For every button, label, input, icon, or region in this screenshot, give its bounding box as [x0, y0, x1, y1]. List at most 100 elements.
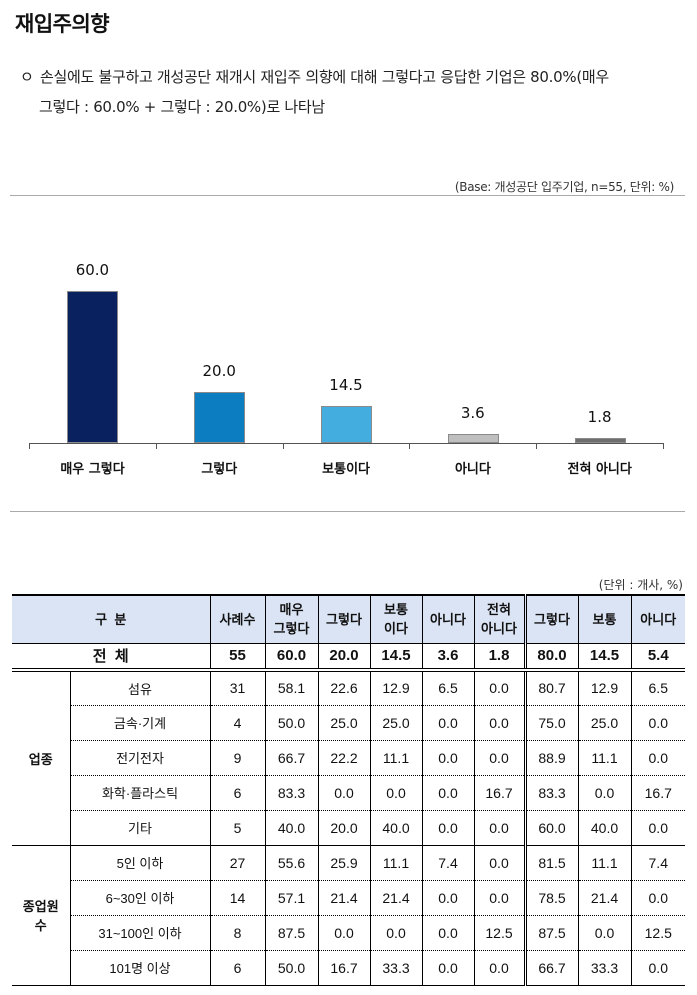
cell: 58.1 [264, 670, 319, 706]
cell: 0.0 [317, 915, 371, 951]
row-label: 섬유 [69, 670, 211, 706]
axis-tick [156, 443, 157, 449]
cell: 22.6 [317, 670, 371, 706]
bullet-mark: ㅇ [20, 68, 34, 86]
cell: 16.7 [317, 950, 371, 986]
cell: 25.0 [577, 705, 632, 741]
header-sum-neutral: 보통 [577, 594, 632, 644]
cell: 60.0 [523, 810, 579, 846]
cell: 80.7 [523, 670, 579, 706]
cell: 27 [209, 845, 266, 881]
group-label: 종업원 수 [12, 845, 71, 986]
row-label: 기타 [70, 810, 211, 846]
bar-value-label: 14.5 [329, 376, 363, 395]
table-row: 금속·기계 4 50.0 25.0 25.0 0.0 0.0 75.0 25.0 0.0 [12, 705, 685, 741]
bar [447, 433, 499, 443]
unit-note: (단위 : 개사, %) [598, 578, 683, 592]
cell: 1.8 [473, 643, 526, 672]
cell: 0.0 [473, 950, 526, 986]
cell: 57.1 [264, 880, 319, 916]
header-text: 그렇다 [273, 621, 310, 637]
cell: 12.9 [577, 670, 632, 706]
cell: 6.5 [630, 670, 685, 706]
group-label-line: 종업원 [22, 899, 59, 914]
cell: 25.0 [369, 705, 423, 741]
cell: 7.4 [421, 845, 475, 881]
header-neutral: 보통 이다 [369, 594, 423, 644]
bar [67, 291, 119, 443]
row-label: 금속·기계 [70, 705, 211, 741]
header-no: 아니다 [421, 594, 475, 644]
results-table: 구 분 사례수 매우 그렇다 그렇다 보통 이다 아니다 전혀 아니다 그렇다 보통 … [12, 594, 685, 986]
axis-tick [663, 443, 664, 449]
cell: 7.4 [630, 845, 685, 881]
cell: 81.5 [523, 845, 579, 881]
table-row: 화학·플라스틱 6 83.3 0.0 0.0 0.0 16.7 83.3 0.0 16.7 [12, 775, 685, 811]
table-row: 전기전자 9 66.7 22.2 11.1 0.0 0.0 88.9 11.1 0.0 [12, 740, 685, 776]
category-label: 보통이다 [322, 462, 371, 477]
bar-chart: 60.0 매우 그렇다 20.0 그렇다 14.5 보통이다 3.6 아니다 1.8 전혀 아니다 [0, 200, 697, 500]
cell: 0.0 [473, 670, 526, 706]
cell: 40.0 [264, 810, 319, 846]
cell: 0.0 [473, 880, 526, 916]
header-yes: 그렇다 [317, 594, 371, 644]
cell: 5 [209, 810, 266, 846]
header-count: 사례수 [209, 594, 266, 644]
cell: 80.0 [523, 643, 579, 672]
cell: 75.0 [523, 705, 579, 741]
cell: 9 [209, 740, 266, 776]
x-axis [29, 443, 663, 444]
cell: 0.0 [369, 915, 423, 951]
cell: 3.6 [421, 643, 475, 672]
cell: 5.4 [630, 643, 685, 672]
cell: 0.0 [630, 880, 685, 916]
cell: 0.0 [421, 810, 475, 846]
cell: 0.0 [630, 810, 685, 846]
cell: 0.0 [421, 705, 475, 741]
table-row: 업종 섬유 31 58.1 22.6 12.9 6.5 0.0 80.7 12.9 6.5 [12, 670, 685, 846]
bar-value-label: 60.0 [75, 261, 110, 279]
cell: 6 [209, 950, 266, 986]
cell: 6 [209, 775, 266, 811]
table-header-row: 구 분 사례수 매우 그렇다 그렇다 보통 이다 아니다 전혀 아니다 그렇다 보통 … [12, 594, 685, 644]
cell: 11.1 [369, 740, 423, 776]
cell: 14.5 [577, 643, 632, 672]
axis-tick [283, 443, 284, 449]
category-label: 전혀 아니다 [567, 462, 632, 477]
cell: 55.6 [264, 845, 319, 881]
cell: 25.9 [317, 845, 371, 881]
cell: 11.1 [577, 740, 632, 776]
header-very-yes: 매우 그렇다 [264, 594, 319, 644]
group-label: 업종 [12, 670, 71, 846]
row-label: 화학·플라스틱 [70, 775, 211, 811]
cell: 20.0 [317, 643, 371, 672]
bar-value-label: 1.8 [587, 408, 612, 427]
cell: 31 [209, 670, 266, 706]
cell: 88.9 [523, 740, 579, 776]
cell: 11.1 [369, 845, 423, 881]
cell: 11.1 [577, 845, 632, 881]
cell: 0.0 [473, 810, 526, 846]
cell: 78.5 [523, 880, 579, 916]
cell: 55 [209, 643, 266, 672]
section-title: 재입주의향 [15, 12, 110, 36]
cell: 12.9 [369, 670, 423, 706]
cell: 0.0 [577, 915, 632, 951]
cell: 0.0 [473, 705, 526, 741]
cell: 40.0 [577, 810, 632, 846]
cell: 83.3 [523, 775, 579, 811]
header-text: 이다 [384, 621, 408, 637]
category-label: 아니다 [454, 462, 491, 477]
cell: 14 [209, 880, 266, 916]
divider [10, 511, 685, 512]
bar-value-label: 20.0 [202, 362, 236, 381]
cell: 83.3 [264, 775, 319, 811]
summary-line-1: 손실에도 불구하고 개성공단 재개시 재입주 의향에 대해 그렇다고 응답한 기… [40, 68, 609, 86]
cell: 0.0 [421, 950, 475, 986]
cell: 50.0 [264, 950, 319, 986]
header-sum-yes: 그렇다 [523, 594, 579, 644]
total-label: 전 체 [12, 643, 211, 672]
category-label: 매우 그렇다 [60, 462, 125, 477]
cell: 66.7 [264, 740, 319, 776]
cell: 0.0 [317, 775, 371, 811]
